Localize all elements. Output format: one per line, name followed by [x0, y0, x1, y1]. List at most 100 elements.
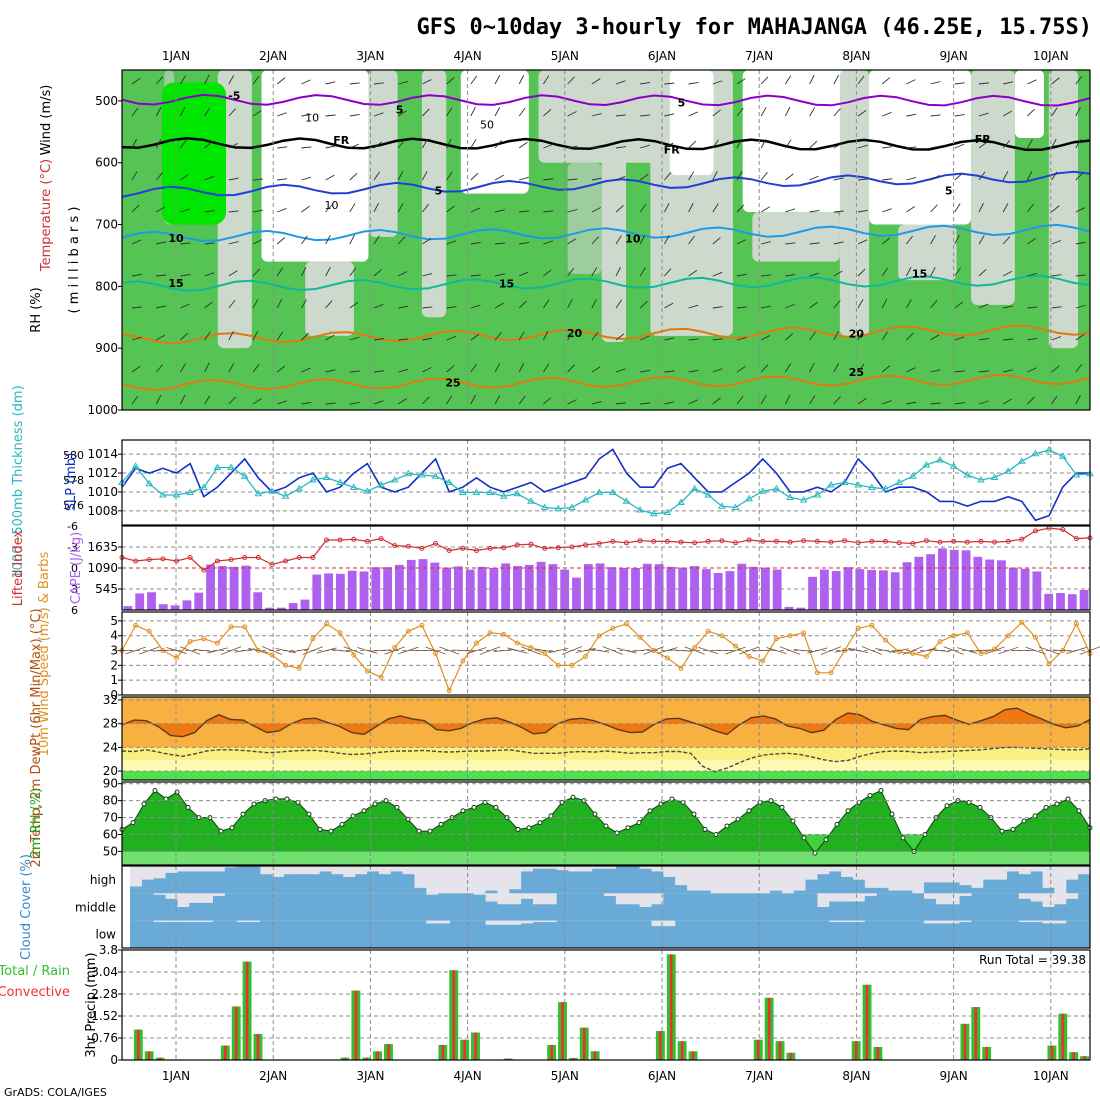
wind-barb [398, 305, 409, 309]
wind-barb [422, 170, 428, 181]
t2m-band-green [122, 771, 1090, 780]
rh2m-marker [1054, 801, 1060, 807]
li-marker [351, 536, 357, 542]
cape-tick-label: 1090 [87, 561, 118, 575]
cloud-high-cell [378, 874, 392, 894]
wind-barb [785, 274, 796, 277]
rh2m-marker [889, 811, 895, 817]
rh2m-marker [603, 823, 609, 829]
cloud-middle-cell [331, 893, 344, 921]
cloud-low-cell [1030, 922, 1044, 948]
x-tick-label-bottom: 8JAN [842, 1069, 870, 1083]
wind-barb [881, 365, 891, 373]
cloud-clear-cell [1054, 893, 1067, 905]
wind-barb [180, 303, 190, 309]
t2m-tick-label: 32 [103, 693, 118, 707]
wind-barb [906, 266, 912, 277]
li-tick-label: 3 [71, 583, 78, 596]
precip-legend-convective: Convective [0, 985, 70, 1000]
cloud-row-label: low [96, 928, 117, 942]
cloud-clear-cell [924, 920, 937, 924]
wind-barb [1075, 75, 1083, 85]
cloud-clear-cell [864, 866, 878, 888]
cloud-clear-cell [509, 893, 522, 905]
cloud-high-cell [627, 866, 641, 894]
wind-barb [131, 77, 141, 85]
chart-title: GFS 0~10day 3-hourly for MAHAJANGA (46.2… [416, 15, 1092, 40]
cloud-middle-cell [852, 901, 866, 921]
cloud-high-cell [852, 879, 866, 894]
precip-convective-bar [669, 954, 673, 1060]
cloud-low-cell [1042, 923, 1055, 948]
wind-barb [591, 267, 598, 277]
cloud-clear-cell [532, 920, 546, 923]
thickness-marker [172, 491, 181, 498]
wind-barb [446, 240, 457, 245]
li-marker [201, 567, 207, 573]
rh2m-tick-label: 50 [103, 844, 118, 858]
wind-barb [422, 108, 430, 117]
cape-bar [454, 566, 463, 610]
wind-barb [930, 402, 941, 405]
wind-barb [470, 139, 477, 149]
cloud-high-cell [1007, 871, 1020, 894]
wind-barb [228, 330, 234, 341]
cloud-low-cell [378, 920, 392, 948]
cloud-clear-cell [876, 866, 890, 888]
t2m-line [121, 707, 1091, 738]
wind10-barb [493, 649, 514, 653]
cloud-high-cell [829, 871, 842, 894]
cloud-clear-cell [212, 893, 226, 897]
cloud-middle-cell [746, 893, 759, 921]
thickness-marker [745, 494, 754, 502]
wind-barb [252, 178, 263, 181]
wind-barb [155, 364, 164, 373]
li-tick-label: 0 [71, 562, 78, 575]
wind-barb [325, 334, 335, 341]
wind-barb [881, 298, 888, 309]
wind10-marker [337, 630, 343, 636]
cloud-high-cell [355, 874, 368, 894]
cloud-clear-cell [580, 866, 593, 872]
li-marker [733, 540, 739, 546]
cloud-middle-cell [592, 893, 605, 921]
cloud-clear-cell [959, 866, 972, 886]
cloud-middle-cell [284, 893, 297, 921]
cloud-clear-cell [177, 866, 190, 872]
wind10-barb [534, 648, 555, 653]
dewpoint-line [121, 746, 1091, 773]
wind-barb [736, 107, 744, 117]
wind-barb [397, 170, 404, 181]
wind-barb [906, 206, 916, 213]
thickness-marker [390, 476, 399, 483]
cloud-clear-cell [698, 866, 712, 891]
cloud-axis-label: Cloud Cover (%) [19, 854, 34, 960]
cloud-middle-cell [722, 893, 735, 921]
wind-barb [1051, 107, 1058, 117]
cloud-clear-cell [1030, 920, 1044, 923]
x-tick-label-bottom: 4JAN [454, 1069, 482, 1083]
wind-barb [736, 204, 745, 213]
precip-convective-bar [256, 1033, 260, 1060]
li-tick-label: 6 [71, 604, 78, 617]
wind-barb [325, 402, 336, 405]
cape-bar [583, 564, 593, 610]
thickness-marker [322, 473, 331, 480]
thickness-marker [704, 491, 713, 498]
wind-barb [954, 370, 965, 373]
thickness-marker [936, 456, 944, 463]
wind-barb [857, 209, 868, 213]
cloud-middle-cell [758, 893, 771, 921]
wind10-barb [889, 648, 910, 653]
wind-barb [567, 111, 577, 117]
li-marker [937, 539, 943, 545]
wind-barb [373, 112, 384, 117]
wind-barb [906, 113, 917, 117]
wind-barb [712, 338, 723, 341]
wind-barb [882, 146, 893, 149]
cloud-middle-cell [521, 898, 534, 921]
wind10-barb [752, 649, 773, 652]
wind-barb [712, 237, 721, 245]
cloud-high-cell [130, 886, 143, 894]
wind-barb [1051, 138, 1057, 149]
